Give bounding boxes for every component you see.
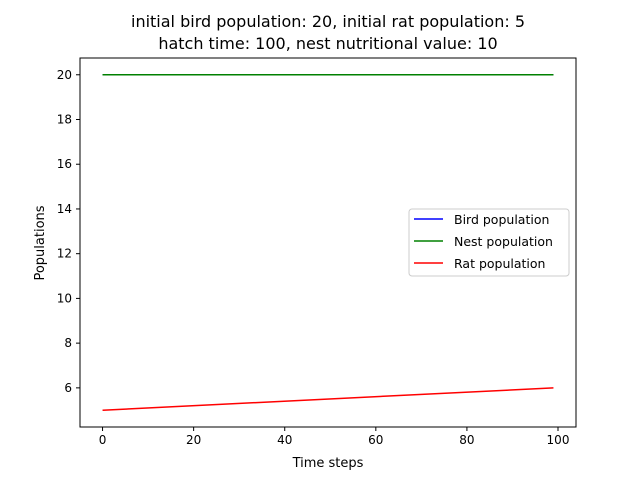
- y-tick-label: 14: [57, 202, 72, 216]
- legend: Bird population Nest population Rat popu…: [408, 208, 570, 277]
- x-tick-label: 100: [547, 433, 570, 447]
- chart-title-line-1: initial bird population: 20, initial rat…: [131, 12, 525, 31]
- x-axis-ticks: 0 20 40 60 80 100: [99, 427, 570, 447]
- chart-title-line-2: hatch time: 100, nest nutritional value:…: [158, 34, 497, 53]
- series-line-rat-population: [102, 387, 554, 411]
- legend-label-rat: Rat population: [454, 256, 545, 271]
- legend-box: [408, 208, 570, 277]
- series-layer: [102, 74, 554, 411]
- y-axis-ticks: 6 8 10 12 14 16 18 20: [57, 68, 80, 395]
- legend-label-nest: Nest population: [454, 234, 553, 249]
- y-tick-label: 6: [64, 381, 72, 395]
- y-tick-label: 16: [57, 157, 72, 171]
- plot-frame: [79, 57, 577, 428]
- x-tick-label: 20: [186, 433, 201, 447]
- y-tick-label: 18: [57, 113, 72, 127]
- x-tick-label: 80: [459, 433, 474, 447]
- x-tick-label: 60: [368, 433, 383, 447]
- legend-label-bird: Bird population: [454, 212, 549, 227]
- x-tick-label: 40: [277, 433, 292, 447]
- y-tick-label: 8: [64, 336, 72, 350]
- y-tick-label: 10: [57, 291, 72, 305]
- x-tick-label: 0: [99, 433, 107, 447]
- y-tick-label: 12: [57, 247, 72, 261]
- y-tick-label: 20: [57, 68, 72, 82]
- x-axis-label: Time steps: [292, 456, 364, 471]
- y-axis-label: Populations: [33, 205, 48, 280]
